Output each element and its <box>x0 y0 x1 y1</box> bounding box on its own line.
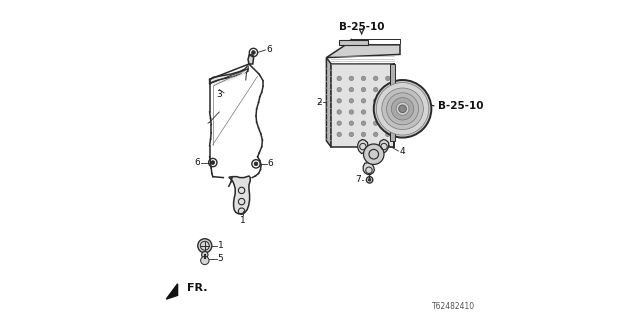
Polygon shape <box>326 45 400 58</box>
Circle shape <box>374 121 378 125</box>
Polygon shape <box>210 66 248 84</box>
Circle shape <box>337 87 342 92</box>
Text: --: -- <box>317 100 323 105</box>
Text: 6: 6 <box>195 158 200 167</box>
Circle shape <box>399 105 406 113</box>
Circle shape <box>349 76 354 81</box>
Polygon shape <box>212 66 248 86</box>
Circle shape <box>364 144 384 164</box>
Circle shape <box>349 99 354 103</box>
Text: FR.: FR. <box>187 283 207 293</box>
Polygon shape <box>332 64 394 147</box>
Circle shape <box>337 99 342 103</box>
Circle shape <box>385 99 390 103</box>
Circle shape <box>361 121 366 125</box>
Circle shape <box>252 51 255 54</box>
Circle shape <box>374 110 378 114</box>
Circle shape <box>368 178 371 181</box>
Circle shape <box>374 80 431 138</box>
Circle shape <box>349 87 354 92</box>
Text: 2: 2 <box>316 98 322 107</box>
Polygon shape <box>358 140 368 154</box>
Circle shape <box>374 87 378 92</box>
Text: B-25-10: B-25-10 <box>438 101 484 111</box>
Circle shape <box>198 239 212 253</box>
Bar <box>390 64 396 141</box>
Circle shape <box>374 76 378 81</box>
Polygon shape <box>248 54 253 64</box>
Circle shape <box>376 83 429 135</box>
Circle shape <box>381 88 424 130</box>
Circle shape <box>349 132 354 137</box>
Polygon shape <box>166 284 178 299</box>
Circle shape <box>254 162 258 166</box>
Polygon shape <box>380 140 388 154</box>
Circle shape <box>361 99 366 103</box>
Circle shape <box>361 87 366 92</box>
Text: T62482410: T62482410 <box>432 302 475 311</box>
Circle shape <box>361 110 366 114</box>
Circle shape <box>337 121 342 125</box>
Circle shape <box>349 110 354 114</box>
Text: 5: 5 <box>218 254 223 263</box>
Circle shape <box>396 102 409 115</box>
Circle shape <box>201 256 209 265</box>
Text: 1: 1 <box>218 241 223 250</box>
Circle shape <box>374 132 378 137</box>
Polygon shape <box>229 176 250 214</box>
Polygon shape <box>364 163 374 174</box>
Circle shape <box>337 110 342 114</box>
Circle shape <box>349 121 354 125</box>
Circle shape <box>387 93 419 125</box>
Circle shape <box>385 76 390 81</box>
Circle shape <box>211 161 214 164</box>
Circle shape <box>385 132 390 137</box>
Text: 1: 1 <box>240 216 245 225</box>
Text: 6: 6 <box>268 159 273 168</box>
Text: 7: 7 <box>355 175 361 184</box>
Circle shape <box>385 87 390 92</box>
Circle shape <box>374 99 378 103</box>
Text: 4: 4 <box>399 147 405 156</box>
Circle shape <box>392 98 414 120</box>
Polygon shape <box>339 40 368 45</box>
Circle shape <box>385 110 390 114</box>
Text: 6: 6 <box>267 45 272 54</box>
Circle shape <box>361 132 366 137</box>
Circle shape <box>337 76 342 81</box>
Text: B-25-10: B-25-10 <box>339 22 385 32</box>
Circle shape <box>202 252 208 258</box>
Circle shape <box>361 76 366 81</box>
Circle shape <box>337 132 342 137</box>
Polygon shape <box>326 58 332 147</box>
Circle shape <box>385 121 390 125</box>
Text: 3: 3 <box>217 90 223 99</box>
